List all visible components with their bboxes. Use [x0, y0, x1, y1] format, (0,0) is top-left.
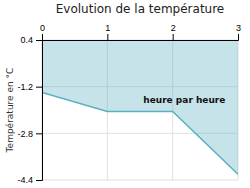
chart: 0 1 2 3 0.4 -1.2 -2.8 -4.4 heure par heure Tempér…: [0, 0, 250, 188]
y-axis: 0.4 -1.2 -2.8 -4.4: [17, 35, 42, 185]
x-tick-mark: [107, 34, 108, 40]
y-tick-mark: [36, 180, 42, 181]
y-tick: -2.8: [17, 129, 42, 139]
y-tick: 0.4: [20, 35, 42, 45]
x-tick: 2: [171, 23, 176, 40]
y-tick: -4.4: [17, 175, 42, 185]
x-tick-label: 1: [105, 23, 110, 33]
x-tick: 1: [105, 23, 110, 40]
x-tick-label: 2: [171, 23, 176, 33]
marks: [42, 40, 238, 174]
y-tick-label: -4.4: [17, 175, 33, 185]
area: [42, 40, 238, 174]
y-tick-label: -1.2: [17, 82, 33, 92]
y-tick-mark: [36, 40, 42, 41]
grid: [42, 40, 238, 180]
y-tick: -1.2: [17, 82, 42, 92]
y-tick-label: -2.8: [17, 129, 33, 139]
x-axis: 0 1 2 3: [40, 23, 241, 41]
x-tick: 3: [236, 23, 241, 40]
x-tick-mark: [238, 34, 239, 40]
x-tick: 0: [40, 23, 45, 40]
y-tick-mark: [36, 87, 42, 88]
grid-line-y: [42, 180, 238, 181]
x-axis-line: [43, 34, 239, 41]
y-tick-label: 0.4: [20, 35, 33, 45]
line: [42, 93, 238, 175]
plot: 0 1 2 3 0.4 -1.2 -2.8 -4.4 heure par heure: [17, 23, 241, 185]
x-tick-label: 3: [236, 23, 241, 33]
x-tick-mark: [173, 34, 174, 40]
y-tick-mark: [36, 133, 42, 134]
annotation: heure par heure: [143, 95, 225, 105]
title: Evolution de la température: [56, 2, 225, 16]
x-tick-mark: [42, 34, 43, 40]
y-label: Température en °C: [5, 68, 15, 154]
y-axis-line: [36, 41, 43, 181]
x-tick-label: 0: [40, 23, 45, 33]
